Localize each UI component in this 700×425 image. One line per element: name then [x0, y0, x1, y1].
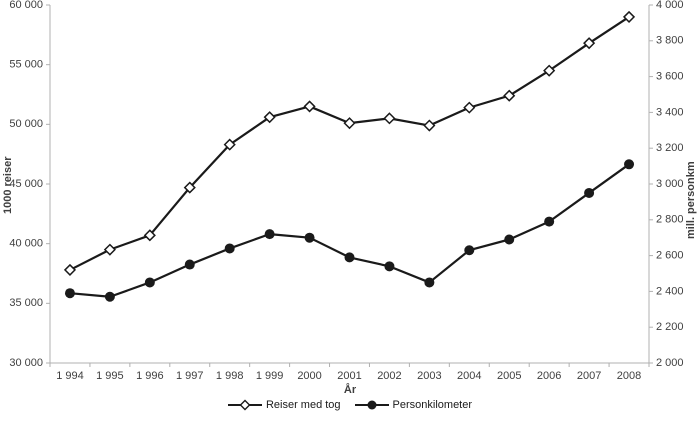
x-axis-tick-label: 2002	[377, 370, 401, 382]
series-point-diamond	[63, 263, 77, 276]
left-axis-tick-label: 35 000	[9, 297, 43, 309]
right-axis-tick-label: 3 000	[656, 178, 684, 190]
series-point-diamond	[183, 181, 196, 194]
left-axis-tick-label: 40 000	[9, 238, 43, 250]
series-point-circle	[64, 288, 75, 299]
legend-label-reiser: Reiser med tog	[265, 399, 341, 411]
x-axis-tick-label: 1 994	[56, 370, 84, 382]
series-point-circle	[384, 261, 395, 272]
right-axis-tick-label: 3 600	[656, 71, 684, 83]
x-axis-tick-label: 2006	[537, 370, 561, 382]
legend-label-personkm: Personkilometer	[392, 399, 473, 411]
left-axis-tick-label: 45 000	[9, 178, 43, 190]
series-point-diamond	[383, 112, 396, 125]
series-point-circle	[104, 291, 115, 302]
series-point-diamond	[423, 119, 436, 132]
left-axis-tick-label: 30 000	[9, 357, 43, 369]
x-axis-title: År	[343, 384, 357, 396]
x-axis-tick-label: 2003	[417, 370, 441, 382]
series-point-diamond	[543, 64, 556, 77]
series-point-diamond	[263, 111, 276, 124]
series-point-diamond	[463, 101, 476, 114]
left-axis-tick-label: 50 000	[9, 118, 43, 130]
x-axis-tick-label: 2008	[617, 370, 641, 382]
series-point-circle	[544, 216, 555, 227]
x-axis-tick-label: 2000	[297, 370, 321, 382]
diamond-marker-icon	[227, 399, 262, 411]
x-axis-tick-label: 2005	[497, 370, 521, 382]
series-point-circle	[624, 159, 635, 170]
x-axis-tick-label: 1 998	[216, 370, 244, 382]
series-point-circle	[264, 229, 275, 240]
series-point-diamond	[103, 243, 116, 256]
right-axis-title: mill. personkm	[685, 161, 697, 239]
left-axis-tick-label: 55 000	[9, 59, 43, 71]
series-point-circle	[344, 252, 355, 263]
legend-entry-reiser: Reiser med tog	[227, 399, 341, 411]
series-point-circle	[584, 187, 595, 198]
x-axis-tick-label: 2001	[337, 370, 361, 382]
right-axis-tick-label: 3 400	[656, 106, 684, 118]
series-point-circle	[504, 234, 515, 245]
legend-entry-personkm: Personkilometer	[354, 399, 473, 411]
left-axis-tick-label: 60 000	[9, 0, 43, 11]
series-line-reiser-med-tog	[69, 16, 630, 271]
x-axis-tick-label: 1 996	[136, 370, 164, 382]
right-axis-tick-label: 2 200	[656, 321, 684, 333]
x-axis-tick-label: 2004	[457, 370, 481, 382]
series-point-diamond	[343, 117, 356, 130]
x-axis-tick-label: 2007	[577, 370, 601, 382]
left-axis-title: 1000 reiser	[2, 156, 14, 214]
circle-marker-icon	[354, 400, 389, 410]
right-axis-tick-label: 2 800	[656, 214, 684, 226]
series-point-diamond	[303, 100, 316, 113]
series-point-circle	[144, 277, 155, 288]
right-axis-tick-label: 2 000	[656, 357, 684, 369]
right-axis-tick-label: 2 600	[656, 250, 684, 262]
series-point-circle	[224, 243, 235, 254]
series-point-circle	[184, 259, 195, 270]
series-point-circle	[304, 232, 315, 243]
series-point-circle	[424, 277, 435, 288]
right-axis-tick-label: 4 000	[656, 0, 684, 11]
series-point-diamond	[583, 37, 596, 50]
series-point-diamond	[503, 89, 516, 102]
series-point-diamond	[143, 229, 156, 242]
x-axis-tick-label: 1 997	[176, 370, 204, 382]
series-point-diamond	[223, 138, 236, 151]
legend: Reiser med tog Personkilometer	[0, 399, 700, 411]
x-axis-tick-label: 1 999	[256, 370, 284, 382]
right-axis-tick-label: 2 400	[656, 285, 684, 297]
x-axis-tick-label: 1 995	[96, 370, 124, 382]
series-point-diamond	[622, 10, 636, 23]
right-axis-tick-label: 3 200	[656, 142, 684, 154]
right-axis-tick-label: 3 800	[656, 35, 684, 47]
series-point-circle	[464, 245, 475, 256]
